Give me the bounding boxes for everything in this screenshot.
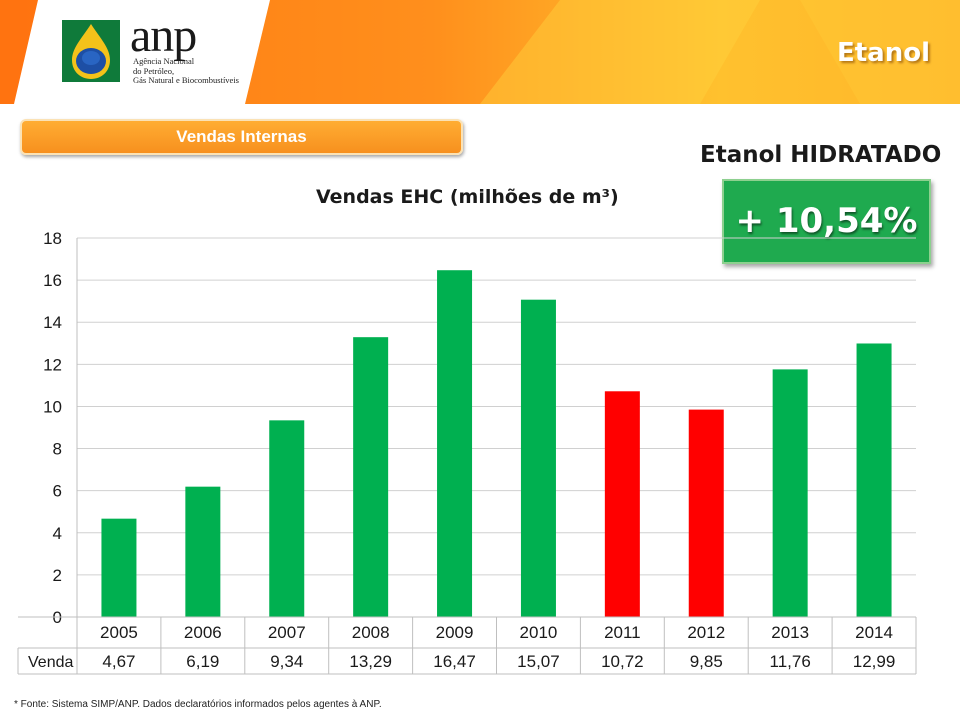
logo-line: Agência Nacional [133, 56, 195, 66]
data-table-value: 10,72 [601, 652, 644, 671]
x-tick-label: 2011 [604, 623, 641, 642]
bar [688, 409, 724, 617]
y-tick-label: 2 [53, 566, 62, 585]
data-table-value: 16,47 [433, 652, 476, 671]
x-tick-label: 2007 [268, 623, 306, 642]
bar [520, 299, 556, 617]
logo-line: do Petróleo, [133, 65, 175, 76]
anp-drop-logo-icon [62, 20, 120, 82]
section-label: Vendas Internas [20, 119, 463, 155]
footnote: * Fonte: Sistema SIMP/ANP. Dados declara… [14, 699, 382, 710]
data-table-value: 12,99 [853, 652, 896, 671]
bar [353, 337, 389, 617]
topic-title: Etanol [836, 38, 930, 68]
x-tick-label: 2012 [687, 623, 725, 642]
y-tick-label: 8 [53, 440, 62, 459]
data-table-value: 11,76 [770, 652, 811, 671]
y-tick-label: 12 [43, 355, 62, 374]
data-table-value: 9,85 [690, 652, 723, 671]
change-highlight-box: + 10,54% [722, 179, 931, 264]
x-tick-label: 2008 [352, 623, 390, 642]
bar [437, 270, 473, 617]
data-table-value: 13,29 [349, 652, 392, 671]
x-tick-label: 2013 [771, 623, 809, 642]
logo-subtitle: Agência Nacional do Petróleo, Gás Natura… [133, 56, 263, 86]
anp-logo-wordmark: anp Agência Nacional do Petróleo, Gás Na… [130, 10, 260, 90]
y-tick-label: 4 [53, 524, 62, 543]
header-banner [0, 0, 960, 104]
bar [101, 518, 137, 617]
data-table-row-label: Venda [28, 654, 73, 671]
x-tick-label: 2006 [184, 623, 222, 642]
y-tick-label: 18 [43, 229, 62, 248]
y-tick-label: 16 [43, 271, 62, 290]
x-tick-label: 2005 [100, 623, 138, 642]
y-tick-label: 14 [43, 313, 62, 332]
y-tick-label: 6 [53, 482, 62, 501]
bar [856, 343, 892, 617]
data-table-value: 15,07 [517, 652, 560, 671]
data-table-value: 6,19 [186, 652, 219, 671]
logo-line: Gás Natural e Biocombustíveis [133, 75, 239, 85]
product-title: Etanol HIDRATADO [700, 142, 942, 168]
x-tick-label: 2009 [436, 623, 474, 642]
y-tick-label: 10 [43, 397, 62, 416]
bar [772, 369, 808, 617]
logo-word: anp [130, 9, 197, 62]
bar [185, 486, 221, 617]
chart-title: Vendas EHC (milhões de m³) [316, 186, 619, 208]
x-tick-label: 2010 [520, 623, 558, 642]
data-table-value: 9,34 [270, 652, 303, 671]
data-table-value: 4,67 [102, 652, 135, 671]
bar [269, 420, 305, 617]
x-tick-label: 2014 [855, 623, 893, 642]
bar [604, 391, 640, 617]
